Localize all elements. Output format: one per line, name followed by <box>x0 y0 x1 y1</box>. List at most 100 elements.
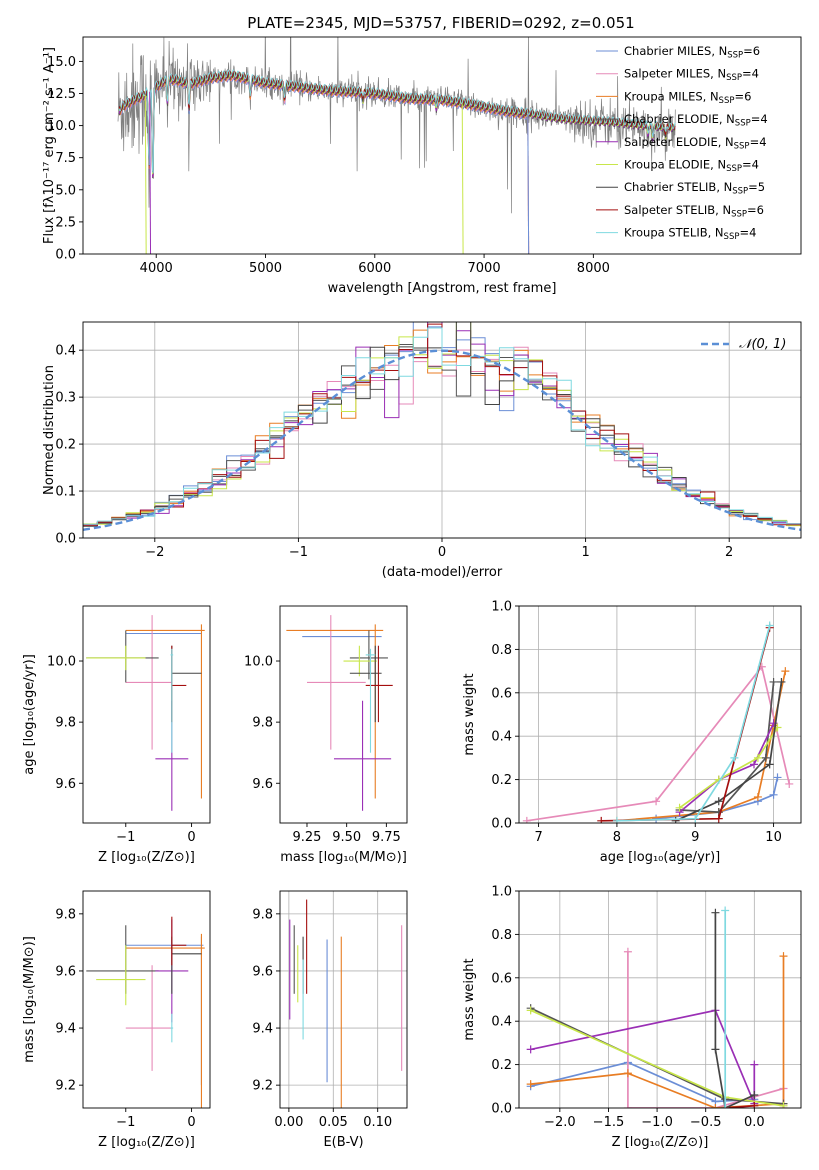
model-spectrum-line <box>118 72 676 178</box>
mass-weight-point <box>526 1006 535 1015</box>
y-tick-label: 9.8 <box>252 716 273 731</box>
mass-weight-point <box>675 803 684 812</box>
mass-weight-line <box>601 627 771 822</box>
y-tick-label: 0.4 <box>491 1015 512 1030</box>
y-tick-label: 10.0 <box>244 655 273 670</box>
x-tick-label: 7000 <box>468 261 501 276</box>
mass-weight-point <box>761 753 770 762</box>
y-tick-label: 10.0 <box>47 655 76 670</box>
mass-weight-point <box>777 677 786 686</box>
mass-weight-point <box>779 1101 788 1108</box>
plot-area <box>289 899 403 1108</box>
mass-weight-point <box>753 753 762 762</box>
y-axis-label: Flux [fλ10⁻¹⁷ erg cm⁻² s⁻¹ A⁻¹] <box>42 47 57 244</box>
mass-weight-line <box>679 727 779 809</box>
spectrum-panel: 4000 5000 6000 7000 8000 0.0 2.5 5.0 7.5 10.0 12.5… <box>42 36 802 296</box>
axes-frame <box>82 36 802 255</box>
model-spectrum-line <box>118 72 676 179</box>
y-tick-label: 9.8 <box>252 907 273 922</box>
y-tick-label: 0.0 <box>55 248 76 263</box>
model-edge-line <box>144 94 147 254</box>
y-axis-label: mass [log₁₀(M/M⊙)] <box>22 936 37 1063</box>
x-tick-label: −1 <box>116 830 135 845</box>
x-tick-label: −0.5 <box>690 1115 722 1130</box>
y-tick-label: 9.6 <box>55 964 76 979</box>
legend-entry: Kroupa MILES, NSSP=6 <box>624 89 751 106</box>
age-vs-metallicity-panel: −1 0 9.6 9.8 10.0 Z [log₁₀(Z/Z⊙)] age [log₁₀(a… <box>22 605 211 865</box>
x-tick-label: −2.0 <box>544 1115 576 1130</box>
mass-weight-line <box>616 670 787 822</box>
x-tick-label: 0.05 <box>319 1115 348 1130</box>
x-axis-label: E(B-V) <box>323 1135 363 1150</box>
x-tick-label: 6000 <box>358 261 391 276</box>
mass-weight-point <box>671 816 680 823</box>
y-tick-label: 2.5 <box>55 215 76 230</box>
mass-weight-point <box>623 1069 632 1078</box>
model-edge-line <box>149 91 152 254</box>
x-tick-label: 0 <box>187 1115 195 1130</box>
axes-frame <box>518 605 802 824</box>
axes-frame <box>518 890 802 1109</box>
mass-vs-ebv-panel: 0.00 0.05 0.10 9.2 9.4 9.6 9.8 E(B-V) <box>252 890 408 1150</box>
y-tick-label: 0.4 <box>55 344 76 359</box>
x-axis-label: mass [log₁₀(M/M⊙)] <box>280 850 407 865</box>
y-tick-label: 0.3 <box>55 391 76 406</box>
mass-weight-point <box>597 816 606 823</box>
x-tick-label: 0.0 <box>744 1115 765 1130</box>
mass-weight-point <box>730 753 739 762</box>
mass-weight-point <box>691 814 700 823</box>
y-tick-label: 7.5 <box>55 151 76 166</box>
mass-weight-point <box>526 1080 535 1089</box>
mass-weight-point <box>612 816 621 823</box>
mass-weight-point <box>753 792 762 801</box>
x-axis-label: Z [log₁₀(Z/Z⊙)] <box>612 1135 709 1150</box>
massweight-vs-metallicity-panel: −2.0 −1.5 −1.0 −0.5 0.0 0.0 0.2 0.4 0.6 0.8 1.0 Z [… <box>462 885 802 1150</box>
figure-title: PLATE=2345, MJD=53757, FIBERID=0292, z=0… <box>247 14 634 32</box>
mass-weight-line <box>679 722 775 813</box>
mass-weight-point <box>785 779 794 788</box>
mass-weight-point <box>714 797 723 806</box>
y-tick-label: 0.1 <box>55 485 76 500</box>
mass-weight-point <box>750 1090 759 1099</box>
axes-frame <box>279 890 408 1109</box>
y-tick-label: 0.4 <box>491 730 512 745</box>
age-vs-mass-panel: 9.25 9.50 9.75 9.6 9.8 10.0 mass [log₁₀(M/M⊙)] <box>244 605 408 865</box>
y-tick-label: 1.0 <box>491 600 512 615</box>
x-tick-label: 4000 <box>140 261 173 276</box>
x-tick-label: −2 <box>145 545 164 560</box>
mass-weight-point <box>779 952 788 961</box>
model-edge-line <box>527 114 530 254</box>
y-tick-label: 15.0 <box>47 55 76 70</box>
y-tick-label: 0.0 <box>55 532 76 547</box>
x-axis-label: age [log₁₀(age/yr)] <box>600 850 721 865</box>
x-tick-label: −1 <box>289 545 308 560</box>
mass-weight-line <box>714 912 755 1108</box>
axes-frame <box>82 605 211 824</box>
y-tick-label: 5.0 <box>55 183 76 198</box>
x-tick-label: 9.75 <box>372 830 401 845</box>
y-tick-label: 9.2 <box>55 1079 76 1094</box>
y-tick-label: 12.5 <box>47 87 76 102</box>
x-tick-label: 7 <box>534 830 542 845</box>
massweight-vs-age-panel: 7 8 9 10 0.0 0.2 0.4 0.6 0.8 1.0 age [log₁₀(age/yr… <box>462 600 802 865</box>
mass-weight-point <box>623 947 632 956</box>
y-tick-label: 1.0 <box>491 885 512 900</box>
legend-entry: Chabrier MILES, NSSP=6 <box>624 44 760 61</box>
y-tick-label: 0.8 <box>491 643 512 658</box>
mass-weight-point <box>781 667 790 676</box>
normal-reference-curve <box>83 349 801 531</box>
x-axis-label: Z [log₁₀(Z/Z⊙)] <box>98 850 195 865</box>
y-tick-label: 0.0 <box>491 817 512 832</box>
mass-weight-line <box>526 664 791 822</box>
x-tick-label: 0 <box>187 830 195 845</box>
mass-weight-point <box>652 797 661 806</box>
mass-weight-point <box>721 1104 730 1108</box>
y-axis-label: mass weight <box>462 958 477 1040</box>
axes-frame <box>279 605 408 824</box>
model-edge-line <box>461 103 464 254</box>
legend-entry: Chabrier ELODIE, NSSP=4 <box>624 112 768 129</box>
y-tick-label: 9.6 <box>252 777 273 792</box>
y-tick-label: 9.4 <box>55 1022 76 1037</box>
y-tick-label: 9.8 <box>55 907 76 922</box>
